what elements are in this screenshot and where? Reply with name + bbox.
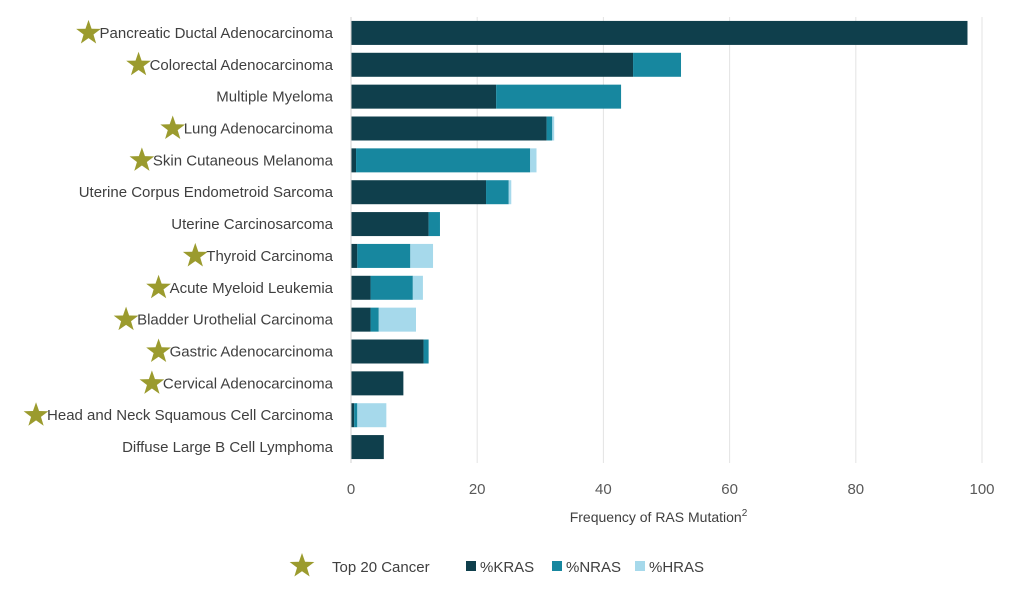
- bar-kras-13: [351, 435, 384, 460]
- bar-kras-4: [351, 148, 357, 173]
- bar-nras-10: [423, 339, 429, 364]
- category-label: Bladder Urothelial Carcinoma: [137, 312, 334, 329]
- bars: [351, 20, 968, 460]
- bar-nras-9: [370, 307, 379, 332]
- x-tick-labels: 0 20 40 60 80 100: [347, 481, 995, 498]
- gridlines: [476, 17, 983, 463]
- legend-swatch-hras: [635, 561, 645, 571]
- bar-hras-8: [412, 275, 423, 300]
- bar-nras-7: [357, 243, 411, 268]
- legend-star-icon: [289, 553, 315, 577]
- bar-nras-5: [486, 180, 509, 205]
- legend-label-top20: Top 20 Cancer: [332, 559, 430, 576]
- bar-kras-2: [351, 84, 497, 109]
- bar-kras-0: [351, 20, 968, 45]
- x-tick-label: 20: [469, 481, 486, 498]
- category-label: Thyroid Carcinoma: [206, 248, 333, 265]
- bar-hras-7: [410, 243, 434, 268]
- bar-nras-12: [354, 403, 358, 428]
- bar-nras-3: [546, 116, 553, 141]
- bar-nras-2: [496, 84, 622, 109]
- top20-star-icon: [146, 274, 171, 299]
- legend-label-nras: %NRAS: [566, 559, 621, 576]
- category-label: Acute Myeloid Leukemia: [170, 280, 334, 297]
- bar-kras-11: [351, 371, 404, 396]
- legend-label-hras: %HRAS: [649, 559, 704, 576]
- bar-kras-3: [351, 116, 547, 141]
- category-label: Lung Adenocarcinoma: [184, 121, 334, 138]
- bar-kras-7: [351, 243, 358, 268]
- category-label: Gastric Adenocarcinoma: [170, 344, 334, 361]
- bar-kras-12: [351, 403, 355, 428]
- bar-kras-8: [351, 275, 371, 300]
- bar-hras-4: [530, 148, 537, 173]
- category-label: Head and Neck Squamous Cell Carcinoma: [47, 407, 334, 424]
- category-label: Diffuse Large B Cell Lymphoma: [122, 439, 334, 456]
- top20-star-icon: [23, 402, 49, 426]
- bar-nras-6: [428, 212, 440, 237]
- bar-kras-9: [351, 307, 371, 332]
- top20-star-icon: [113, 306, 139, 331]
- x-tick-label: 0: [347, 481, 355, 498]
- bar-kras-1: [351, 52, 634, 77]
- bar-kras-5: [351, 180, 487, 205]
- category-label: Colorectal Adenocarcinoma: [150, 57, 334, 74]
- bar-nras-8: [370, 275, 413, 300]
- bar-hras-9: [378, 307, 416, 332]
- x-axis-title: Frequency of RAS Mutation2: [570, 508, 748, 525]
- bar-kras-10: [351, 339, 424, 364]
- category-label: Multiple Myeloma: [216, 89, 333, 106]
- category-labels: Pancreatic Ductal Adenocarcinoma Colorect…: [23, 19, 334, 456]
- x-tick-label: 80: [847, 481, 864, 498]
- category-label: Pancreatic Ductal Adenocarcinoma: [100, 25, 334, 42]
- x-tick-label: 60: [721, 481, 738, 498]
- top20-star-icon: [126, 51, 151, 76]
- top20-star-icon: [160, 115, 186, 140]
- top20-star-icon: [182, 242, 208, 267]
- x-tick-label: 100: [969, 481, 994, 498]
- x-tick-label: 40: [595, 481, 612, 498]
- category-label: Uterine Carcinosarcoma: [171, 216, 333, 233]
- category-label: Cervical Adenocarcinoma: [163, 375, 334, 392]
- bar-nras-4: [356, 148, 531, 173]
- legend-label-kras: %KRAS: [480, 559, 534, 576]
- legend-swatch-kras: [466, 561, 476, 571]
- bar-kras-6: [351, 212, 429, 237]
- top20-star-icon: [146, 338, 171, 363]
- bar-hras-3: [552, 116, 555, 141]
- bar-hras-12: [357, 403, 387, 428]
- category-label: Skin Cutaneous Melanoma: [153, 152, 334, 169]
- legend-swatch-nras: [552, 561, 562, 571]
- legend: Top 20 Cancer %KRAS %NRAS %HRAS: [289, 553, 704, 577]
- top20-star-icon: [76, 19, 101, 44]
- category-label: Uterine Corpus Endometroid Sarcoma: [79, 184, 334, 201]
- top20-star-icon: [139, 370, 165, 394]
- top20-star-icon: [129, 147, 155, 171]
- bar-hras-5: [508, 180, 512, 205]
- bar-nras-1: [633, 52, 682, 77]
